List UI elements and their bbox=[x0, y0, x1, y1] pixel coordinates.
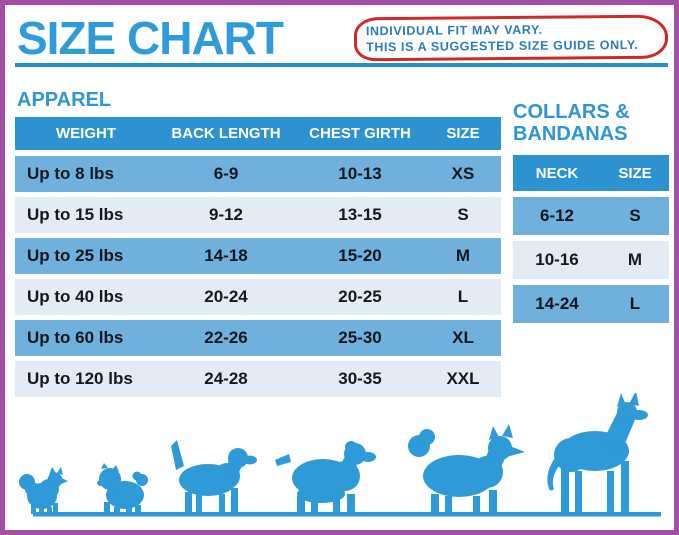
size-cell: M bbox=[455, 246, 471, 265]
chest-girth-cell: 30-35 bbox=[338, 369, 382, 388]
weight-cell: Up to 60 lbs bbox=[27, 328, 124, 347]
chest-girth-cell: 25-30 bbox=[338, 328, 382, 347]
dog-silhouette-cocker-spaniel bbox=[275, 441, 376, 514]
back-length-cell: 20-24 bbox=[204, 287, 248, 306]
chest-girth-cell: 10-13 bbox=[338, 164, 382, 183]
apparel-table: WEIGHT BACK LENGTH CHEST GIRTH SIZE Up t… bbox=[15, 117, 501, 402]
weight-cell: Up to 120 lbs bbox=[27, 369, 133, 388]
size-cell: L bbox=[457, 287, 469, 306]
size-cell: S bbox=[457, 205, 469, 224]
table-row: Up to 8 lbs 6-9 10-13 XS bbox=[15, 156, 501, 192]
back-length-cell: 14-18 bbox=[204, 246, 248, 265]
dog-silhouette-beagle bbox=[171, 440, 257, 514]
dog-size-illustration bbox=[19, 393, 661, 517]
back-length-cell: 24-28 bbox=[204, 369, 248, 388]
column-header-chest-girth: CHEST GIRTH bbox=[309, 125, 411, 142]
dog-silhouette-husky bbox=[408, 424, 525, 514]
dog-silhouette-pomeranian bbox=[19, 467, 68, 514]
disclaimer-line-2: THIS IS A SUGGESTED SIZE GUIDE ONLY. bbox=[366, 37, 639, 55]
neck-cell: 14-24 bbox=[535, 294, 579, 313]
table-row: Up to 15 lbs 9-12 13-15 S bbox=[15, 197, 501, 233]
table-row: Up to 40 lbs 20-24 20-25 L bbox=[15, 279, 501, 315]
table-row: 6-12 S bbox=[513, 197, 669, 235]
weight-cell: Up to 40 lbs bbox=[27, 287, 124, 306]
neck-cell: 6-12 bbox=[539, 206, 575, 225]
back-length-cell: 9-12 bbox=[208, 205, 244, 224]
collars-heading-line-2: BANDANAS bbox=[513, 123, 628, 145]
column-header-size: SIZE bbox=[446, 125, 480, 142]
size-cell: M bbox=[627, 250, 643, 269]
ground-line bbox=[33, 512, 661, 517]
column-header-back-length: BACK LENGTH bbox=[171, 125, 281, 142]
column-header-neck: NECK bbox=[535, 164, 579, 182]
column-header-size: SIZE bbox=[618, 164, 652, 182]
collars-table: NECK SIZE 6-12 S 10-16 M 14-24 L bbox=[513, 155, 669, 329]
table-row: Up to 25 lbs 14-18 15-20 M bbox=[15, 238, 501, 274]
table-row: 10-16 M bbox=[513, 241, 669, 279]
size-cell: L bbox=[629, 294, 641, 313]
collars-heading-line-1: COLLARS & bbox=[513, 101, 630, 123]
chest-girth-cell: 13-15 bbox=[338, 205, 382, 224]
apparel-heading: APPAREL bbox=[17, 89, 112, 111]
weight-cell: Up to 15 lbs bbox=[27, 205, 124, 224]
title-underline bbox=[15, 63, 668, 67]
disclaimer-box: INDIVIDUAL FIT MAY VARY. THIS IS A SUGGE… bbox=[353, 14, 669, 62]
table-row: 14-24 L bbox=[513, 285, 669, 323]
column-header-weight: WEIGHT bbox=[56, 125, 116, 142]
apparel-header-row: WEIGHT BACK LENGTH CHEST GIRTH SIZE bbox=[15, 117, 501, 150]
chest-girth-cell: 15-20 bbox=[338, 246, 382, 265]
size-cell: XL bbox=[452, 328, 474, 347]
weight-cell: Up to 8 lbs bbox=[27, 164, 114, 183]
chest-girth-cell: 20-25 bbox=[338, 287, 382, 306]
neck-cell: 10-16 bbox=[535, 250, 579, 269]
back-length-cell: 6-9 bbox=[213, 164, 239, 183]
size-cell: XXL bbox=[446, 369, 480, 388]
weight-cell: Up to 25 lbs bbox=[27, 246, 124, 265]
table-row: Up to 120 lbs 24-28 30-35 XXL bbox=[15, 361, 501, 397]
collars-header-row: NECK SIZE bbox=[513, 155, 669, 191]
table-row: Up to 60 lbs 22-26 25-30 XL bbox=[15, 320, 501, 356]
dog-silhouette-great-dane bbox=[547, 393, 648, 514]
dog-silhouette-pug bbox=[97, 463, 148, 514]
page-title: SIZE CHART bbox=[17, 12, 284, 64]
size-cell: XS bbox=[451, 164, 475, 183]
size-cell: S bbox=[629, 206, 641, 225]
back-length-cell: 22-26 bbox=[204, 328, 248, 347]
collars-heading: COLLARS & BANDANAS bbox=[513, 101, 630, 145]
